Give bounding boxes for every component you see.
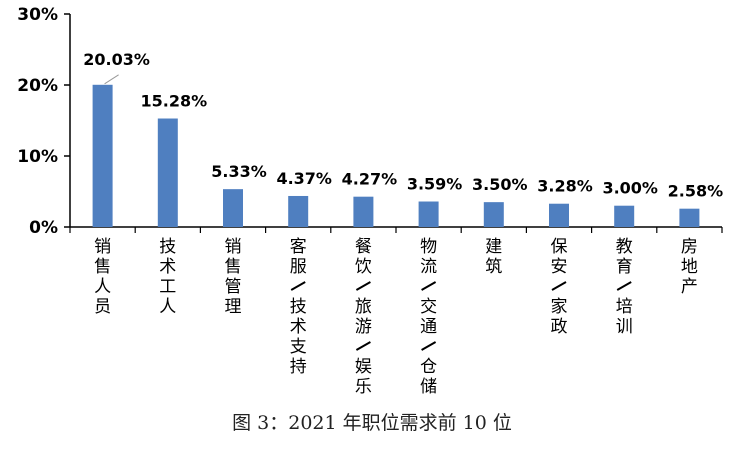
bar <box>549 203 569 227</box>
category-label-char: 家 <box>551 297 568 317</box>
category-label-char: 娱 <box>355 357 372 377</box>
data-label: 2.58% <box>668 182 724 201</box>
category-label-slash <box>421 281 437 291</box>
category-label-char: 餐 <box>355 237 372 257</box>
data-label: 20.03% <box>83 50 150 69</box>
category-label-slash <box>355 281 371 291</box>
category-label-char: 训 <box>616 317 633 337</box>
category-label-char: 售 <box>94 257 111 277</box>
category-label-slash <box>616 281 632 291</box>
category-label-char: 技 <box>290 297 307 317</box>
category-label-slash <box>551 281 567 291</box>
category-label-char: 通 <box>420 317 437 337</box>
category-label-char: 工 <box>159 277 176 297</box>
data-label-leader <box>104 74 119 85</box>
category-label-char: 地 <box>681 257 698 277</box>
category-label-char: 安 <box>551 257 568 277</box>
category-label-char: 流 <box>420 257 437 277</box>
category-label-char: 房 <box>681 237 698 257</box>
category-label-char: 保 <box>551 237 568 257</box>
category-label-char: 培 <box>616 297 633 317</box>
data-label: 5.33% <box>211 162 267 181</box>
data-label: 15.28% <box>140 92 207 111</box>
category-label-char: 产 <box>681 277 698 297</box>
y-tick-label: 0% <box>29 218 58 238</box>
category-label-char: 销 <box>225 237 242 257</box>
bar <box>288 195 309 227</box>
figure-caption: 图 3：2021 年职位需求前 10 位 <box>232 412 512 434</box>
category-label-char: 物 <box>420 237 437 257</box>
data-label: 3.28% <box>537 177 593 196</box>
category-label-char: 筑 <box>485 257 502 277</box>
bar <box>157 118 178 227</box>
y-tick-label: 20% <box>17 76 58 96</box>
category-label-char: 支 <box>290 337 307 357</box>
data-label: 4.37% <box>276 169 332 188</box>
category-label-char: 游 <box>355 317 372 337</box>
category-label-char: 政 <box>551 317 568 337</box>
bar <box>679 208 700 227</box>
category-label-char: 乐 <box>355 377 372 395</box>
category-label-slash <box>355 341 371 351</box>
category-label-char: 销 <box>94 237 111 257</box>
bar <box>353 196 374 227</box>
bar <box>92 84 113 227</box>
category-label-char: 交 <box>420 297 437 317</box>
data-label: 3.50% <box>472 175 528 194</box>
category-label-char: 服 <box>290 257 307 277</box>
bar <box>223 189 243 227</box>
bar-chart: 0%10%20%30%20.03%销售人员15.28%技术工人5.33%销售管理… <box>17 5 724 395</box>
category-label-char: 仓 <box>420 357 437 377</box>
category-label-char: 饮 <box>355 257 372 277</box>
category-label-slash <box>421 341 437 351</box>
category-label-char: 持 <box>290 357 307 377</box>
data-label: 3.00% <box>602 179 658 198</box>
category-label-slash <box>290 281 306 291</box>
data-label: 4.27% <box>342 170 398 189</box>
category-label-char: 术 <box>290 317 307 337</box>
y-tick-label: 10% <box>17 147 58 167</box>
y-tick-label: 30% <box>17 5 58 25</box>
category-label-char: 储 <box>420 377 437 395</box>
category-label-char: 理 <box>225 297 242 317</box>
category-label-char: 旅 <box>355 297 372 317</box>
category-label-char: 术 <box>159 257 176 277</box>
category-label-char: 员 <box>94 297 111 317</box>
category-label-char: 教 <box>616 237 633 257</box>
category-label-char: 管 <box>225 277 242 297</box>
bar <box>483 202 504 227</box>
category-label-char: 客 <box>290 237 307 257</box>
category-label-char: 人 <box>159 297 176 317</box>
category-label-char: 育 <box>616 257 633 277</box>
category-label-char: 人 <box>94 277 111 297</box>
data-label: 3.59% <box>407 175 463 194</box>
category-label-char: 建 <box>485 237 502 257</box>
category-label-char: 售 <box>225 257 242 277</box>
bar <box>614 205 635 227</box>
category-label-char: 技 <box>159 237 176 257</box>
bar <box>418 201 439 227</box>
